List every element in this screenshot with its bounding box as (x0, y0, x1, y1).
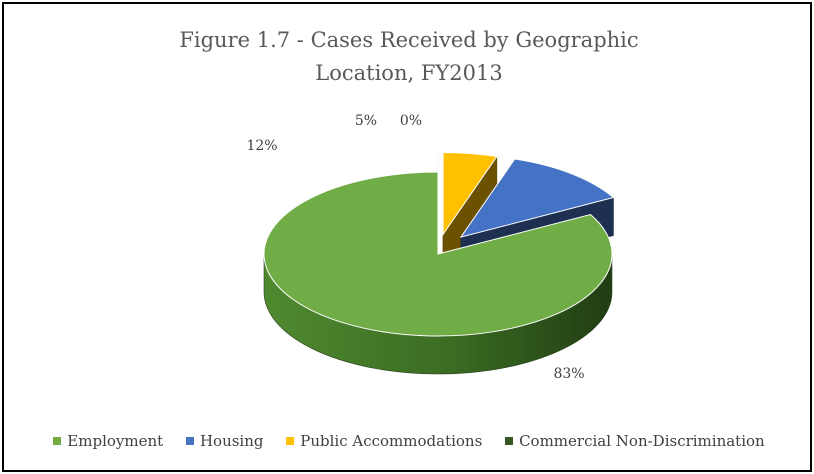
legend-swatch-employment (53, 437, 62, 445)
legend-item-housing: Housing (185, 432, 264, 450)
data-label-employment: 83% (553, 366, 584, 382)
chart-title-line-2: Location, FY2013 (315, 61, 503, 85)
legend-swatch-housing (185, 437, 194, 445)
chart-legend: Employment Housing Public Accommodations… (4, 432, 814, 450)
legend-swatch-commercial-non-discrimination (505, 437, 514, 445)
pie-chart: 83% 12% 5% 0% (246, 113, 615, 382)
chart-title: Figure 1.7 - Cases Received by Geographi… (4, 24, 814, 90)
pie-slice-top-employment (263, 171, 613, 337)
legend-label-employment: Employment (67, 432, 164, 450)
data-label-housing: 12% (246, 138, 277, 154)
pie-slice-employment (263, 171, 613, 375)
data-label-commercial-non-discrimination: 0% (400, 113, 422, 129)
legend-label-housing: Housing (199, 432, 264, 450)
legend-item-public-accommodations: Public Accommodations (286, 432, 482, 450)
legend-swatch-public-accommodations (286, 437, 295, 445)
legend-label-public-accommodations: Public Accommodations (300, 432, 483, 450)
pie-slice-top-public-accommodations (442, 151, 498, 237)
pie-slice-top-housing (459, 158, 615, 238)
legend-item-employment: Employment (53, 432, 163, 450)
legend-label-commercial-non-discrimination: Commercial Non-Discrimination (519, 432, 765, 450)
data-label-public-accommodations: 5% (355, 113, 377, 129)
chart-title-line-1: Figure 1.7 - Cases Received by Geographi… (179, 28, 639, 52)
legend-item-commercial-non-discrimination: Commercial Non-Discrimination (505, 432, 765, 450)
